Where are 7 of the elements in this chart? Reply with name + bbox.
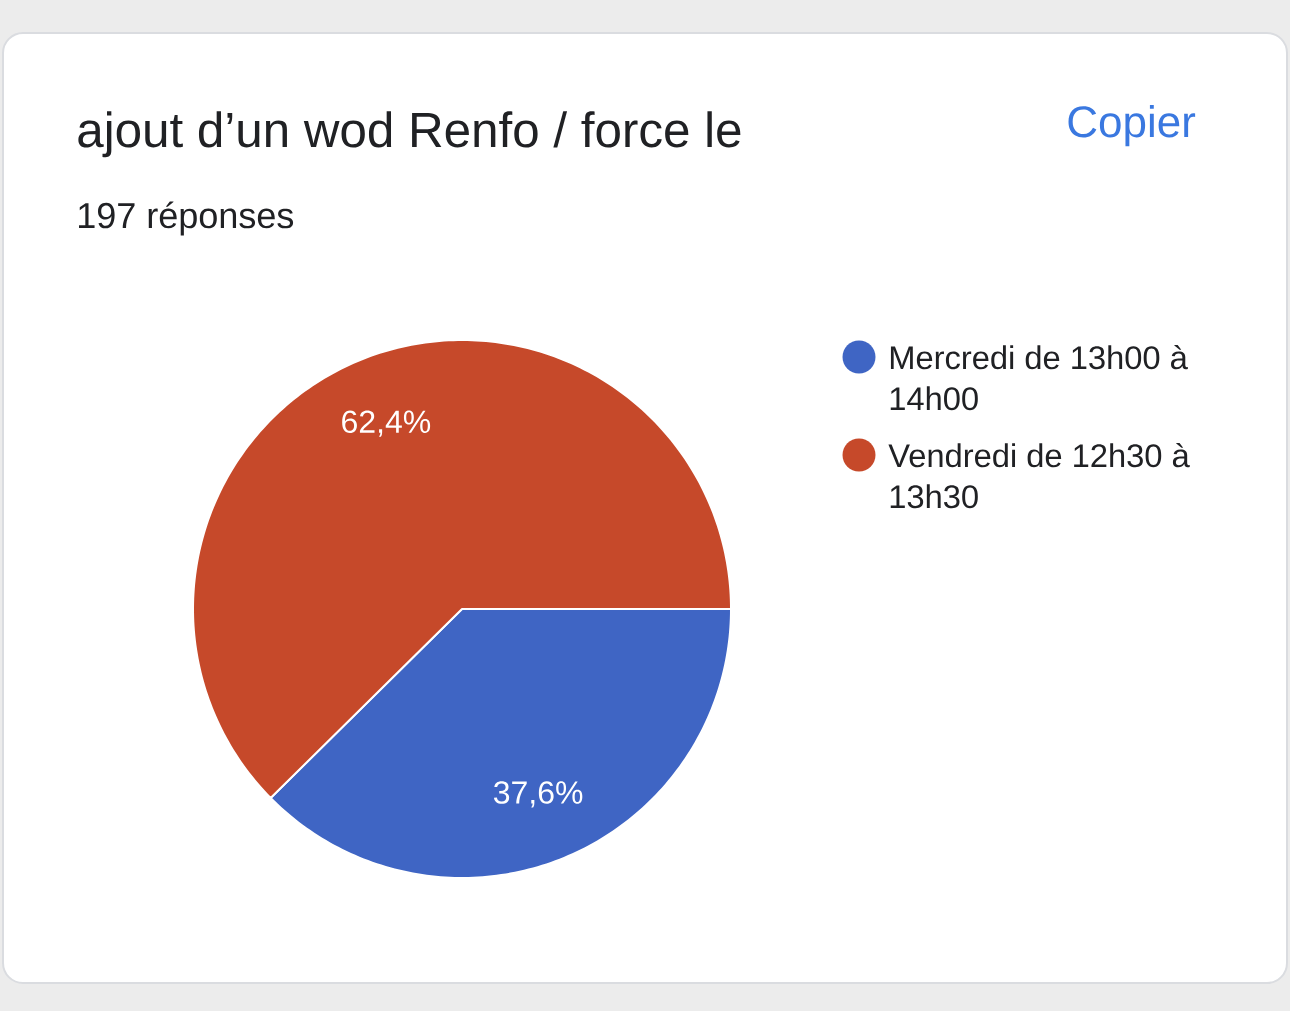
chart-subtitle: 197 réponses bbox=[79, 201, 294, 236]
data-label: 62,4% bbox=[342, 410, 431, 437]
text: Copier bbox=[1068, 105, 1196, 147]
data-label: 37,6% bbox=[493, 781, 583, 808]
legend-label: Mercredi de 13h00 à 14h00 bbox=[890, 344, 1188, 411]
chart-title: ajout d’un wod Renfo / force le bbox=[78, 111, 741, 158]
legend-label: Vendredi de 12h30 à 13h30 bbox=[888, 442, 1190, 509]
